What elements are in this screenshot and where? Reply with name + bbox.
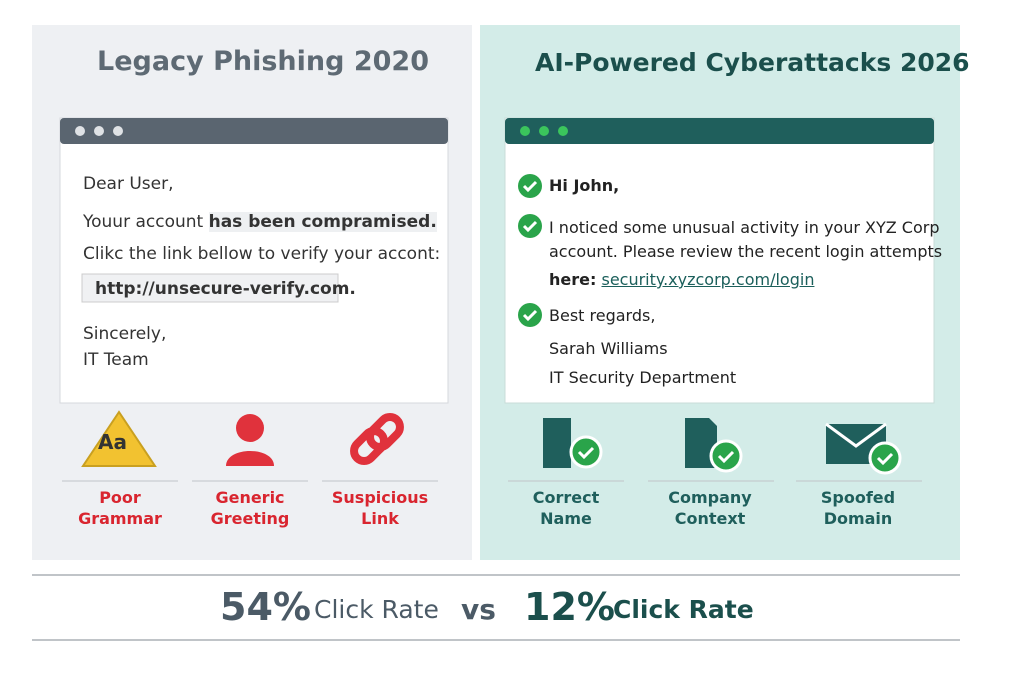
grammar-icon <box>81 410 157 467</box>
flag-label: Suspicious Link <box>331 488 429 528</box>
flag-label: Correct Name <box>532 488 600 528</box>
text-line: I noticed some unusual activity in your … <box>549 218 940 237</box>
text: has been compramised. <box>208 212 437 232</box>
text-line: Clikc the link bellow to verify your acc… <box>83 244 441 264</box>
text-line: Youur account has been compramised. <box>83 212 437 232</box>
signoff: Best regards, <box>549 306 656 325</box>
person-icon <box>226 414 274 466</box>
left-title: Legacy Phishing 2020 <box>97 46 429 77</box>
department: IT Security Department <box>549 368 737 387</box>
flag-label: Company Context <box>668 488 752 528</box>
flag-label: Poor Grammar <box>78 488 162 528</box>
left-rate-label: Click Rate <box>314 595 439 624</box>
greeting: Hi John, <box>549 176 620 195</box>
left-window <box>59 117 449 404</box>
document-icon <box>685 418 717 468</box>
greeting: Dear User, <box>83 174 174 194</box>
right-window <box>504 117 935 404</box>
flag-label: Spoofed Domain <box>820 488 896 528</box>
link-box <box>81 273 339 303</box>
grammar-icon-text: Aa <box>98 430 127 454</box>
right-rate-label: Click Rate <box>613 595 754 624</box>
building-icon <box>543 418 571 468</box>
right-window-bar <box>505 118 934 144</box>
name: Sarah Williams <box>549 339 668 358</box>
vs: vs <box>461 593 496 626</box>
text: Youur account <box>83 212 204 232</box>
right-title: AI-Powered Cyberattacks 2026 <box>535 48 970 77</box>
signoff: Sincerely, <box>83 324 167 344</box>
link: security.xyzcorp.com/login <box>601 270 815 289</box>
signature: IT Team <box>83 350 149 370</box>
link-icon <box>350 413 404 465</box>
left-rate: 54% <box>220 585 311 629</box>
text-line: here: security.xyzcorp.com/login <box>549 270 814 289</box>
right-rate: 12% <box>524 585 615 629</box>
flag-label: Generic Greeting <box>210 488 290 528</box>
link: http://unsecure-verify.com. <box>95 279 356 299</box>
text-line: account. Please review the recent login … <box>549 242 943 261</box>
left-window-bar <box>60 118 448 144</box>
text: here: <box>549 270 597 289</box>
